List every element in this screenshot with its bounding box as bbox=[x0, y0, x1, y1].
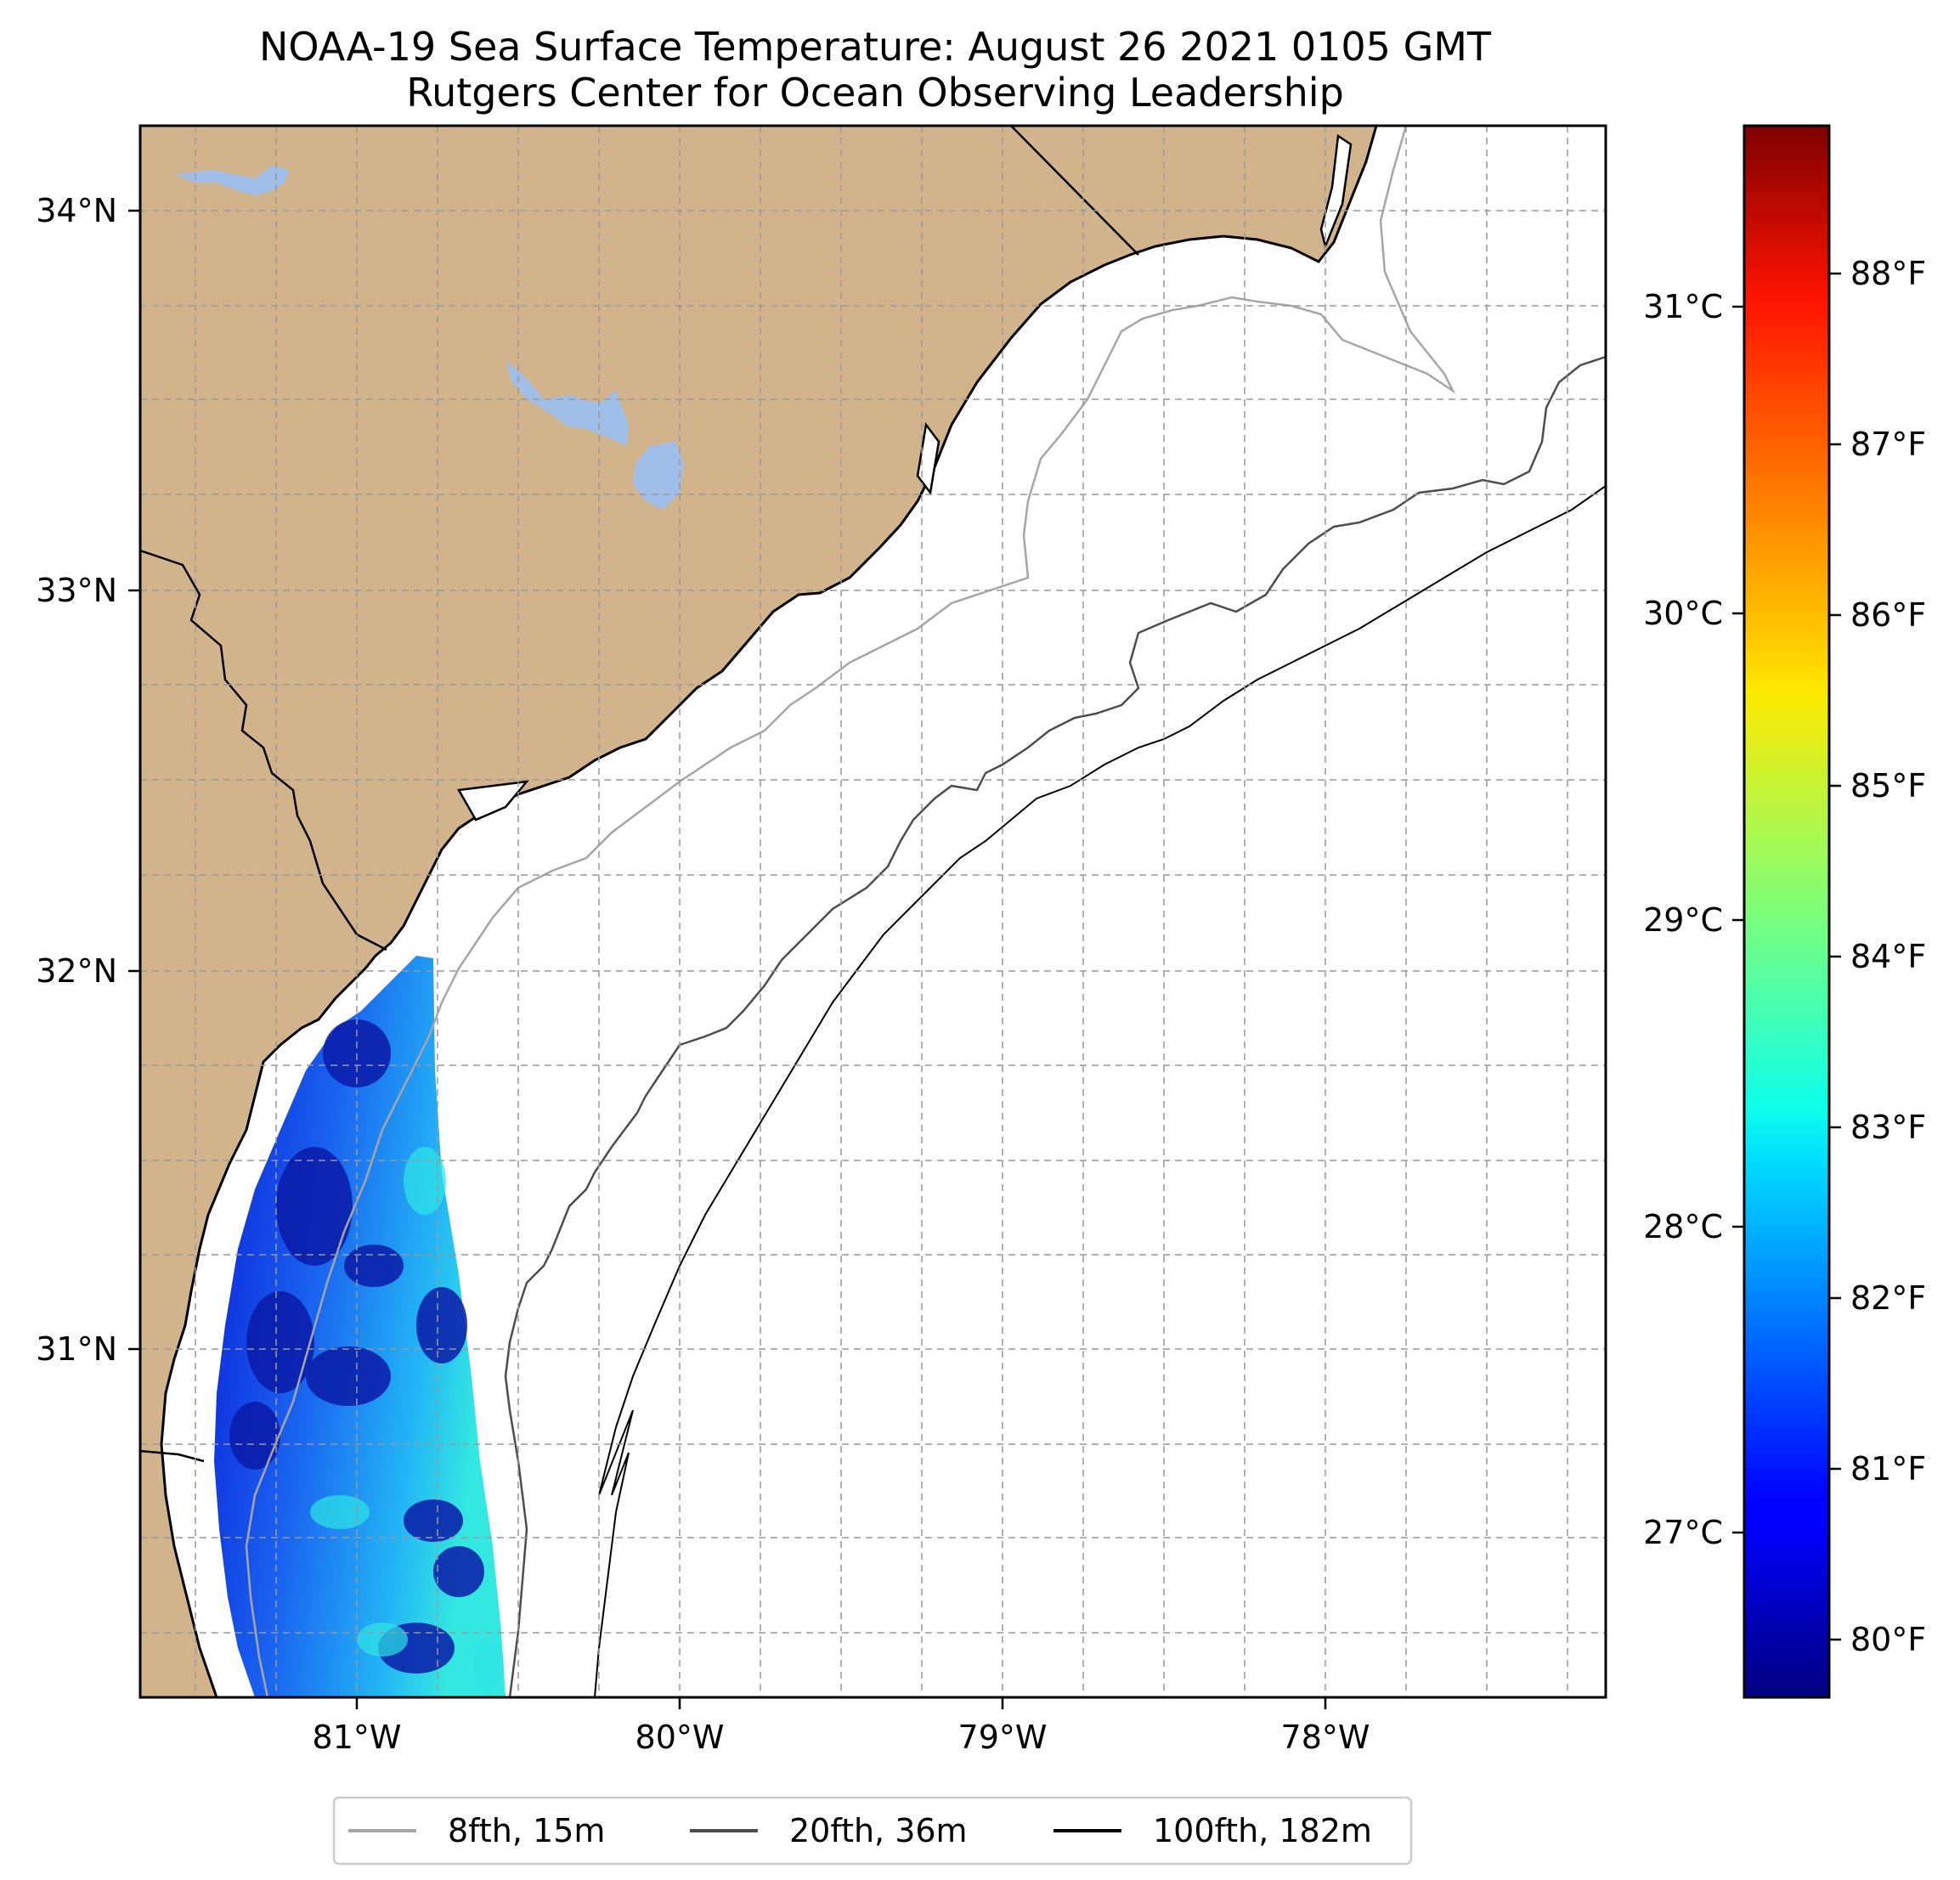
colorbar-ticks bbox=[1732, 272, 1841, 1641]
colorbar-c-label: 29°C bbox=[1643, 901, 1723, 939]
colorbar-f-label: 83°F bbox=[1850, 1109, 1926, 1146]
colorbar-f-label: 87°F bbox=[1850, 426, 1926, 463]
map-area bbox=[140, 126, 1606, 1697]
legend-box bbox=[332, 1796, 1413, 1866]
state-boundary bbox=[1010, 126, 1139, 256]
sst-cold-patches bbox=[229, 1019, 484, 1674]
lon-label-81: 81°W bbox=[313, 1719, 402, 1756]
colorbar-c-label: 27°C bbox=[1643, 1514, 1723, 1551]
isobath-8fth bbox=[245, 126, 1456, 1697]
legend-label-8fth: 8fth, 15m bbox=[448, 1812, 605, 1849]
axis-ticks bbox=[128, 209, 1327, 1709]
colorbar-f-label: 81°F bbox=[1850, 1450, 1926, 1488]
colorbar-f-label: 84°F bbox=[1850, 938, 1926, 975]
colorbar bbox=[1743, 124, 1831, 1699]
lat-label-34: 34°N bbox=[36, 192, 117, 229]
colorbar-f-label: 82°F bbox=[1850, 1279, 1926, 1317]
lake bbox=[506, 361, 629, 446]
colorbar-c-label: 30°C bbox=[1643, 595, 1723, 632]
barrier-island bbox=[456, 780, 529, 821]
map-frame bbox=[138, 124, 1607, 1699]
legend-label-20fth: 20fth, 36m bbox=[789, 1812, 968, 1849]
sst-warm-patches bbox=[310, 1147, 504, 1691]
colorbar-f-label: 86°F bbox=[1850, 596, 1926, 634]
lat-label-32: 32°N bbox=[36, 952, 117, 990]
lat-label-31: 31°N bbox=[36, 1330, 117, 1368]
lon-label-78: 78°W bbox=[1281, 1719, 1370, 1756]
colorbar-f-label: 88°F bbox=[1850, 255, 1926, 292]
colorbar-c-label: 31°C bbox=[1643, 288, 1723, 325]
land-mass bbox=[140, 126, 1376, 1697]
colorbar-f-label: 85°F bbox=[1850, 767, 1926, 805]
lake bbox=[633, 442, 684, 510]
lake bbox=[174, 166, 289, 195]
legend: 8fth, 15m 20fth, 36m 100fth, 182m bbox=[332, 1796, 1413, 1866]
isobath-100fth bbox=[594, 485, 1606, 1697]
map-subtitle: Rutgers Center for Ocean Observing Leade… bbox=[406, 70, 1344, 116]
colorbar-f-label: 80°F bbox=[1850, 1621, 1926, 1658]
legend-label-100fth: 100fth, 182m bbox=[1153, 1812, 1372, 1849]
barrier-island bbox=[916, 421, 940, 496]
colorbar-c-label: 28°C bbox=[1643, 1208, 1723, 1245]
coastline bbox=[160, 126, 1378, 1697]
lon-label-80: 80°W bbox=[635, 1719, 725, 1756]
lat-label-33: 33°N bbox=[36, 572, 117, 609]
map-title: NOAA-19 Sea Surface Temperature: August … bbox=[258, 24, 1491, 70]
lon-label-79: 79°W bbox=[958, 1719, 1048, 1756]
graticule bbox=[140, 126, 1606, 1697]
